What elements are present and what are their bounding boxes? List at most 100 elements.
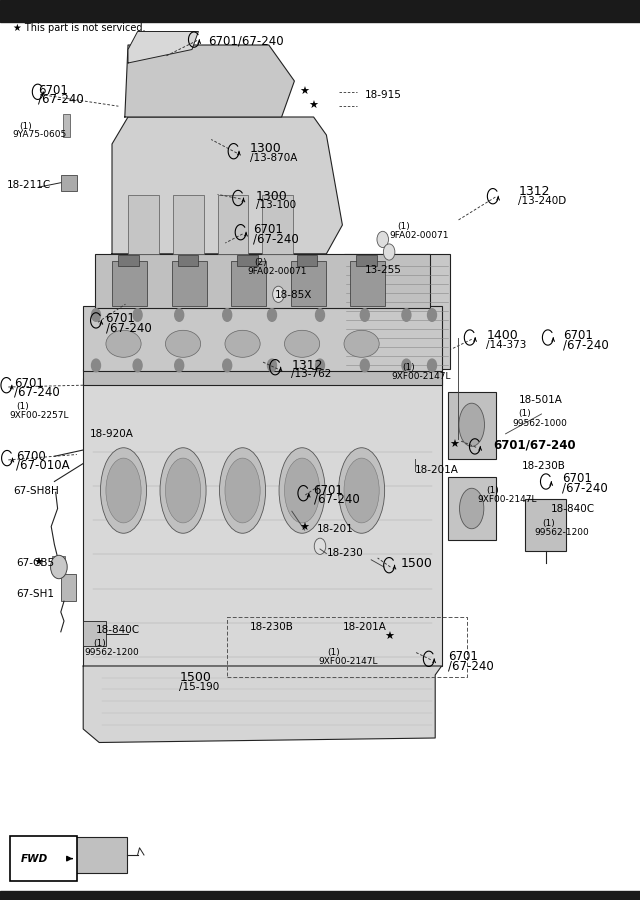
Bar [448, 392, 496, 459]
Bar [61, 175, 77, 191]
Text: /13-762: /13-762 [291, 369, 332, 380]
Circle shape [273, 286, 284, 302]
Text: (2): (2) [255, 258, 268, 267]
Bar [112, 261, 147, 306]
Text: 6701: 6701 [448, 651, 478, 663]
Text: 18-201A: 18-201A [415, 464, 459, 475]
Text: (1): (1) [486, 486, 499, 495]
Text: 6701: 6701 [314, 484, 344, 497]
Ellipse shape [285, 330, 320, 357]
Bar [178, 255, 198, 266]
Text: ★: ★ [33, 558, 44, 569]
Ellipse shape [344, 330, 379, 357]
Bar [344, 254, 450, 369]
Polygon shape [112, 117, 342, 254]
Text: FWD: FWD [21, 853, 49, 864]
Bar [52, 556, 65, 569]
Text: 99562-1000: 99562-1000 [512, 418, 567, 427]
Text: 18-501A: 18-501A [518, 395, 563, 406]
Ellipse shape [225, 458, 260, 523]
Ellipse shape [220, 448, 266, 533]
Ellipse shape [160, 448, 206, 533]
Circle shape [92, 309, 100, 321]
Text: 18-85X: 18-85X [275, 290, 312, 301]
Text: (1): (1) [19, 122, 32, 130]
Text: 1300: 1300 [256, 190, 288, 203]
Text: ★: ★ [300, 523, 310, 534]
Text: 6701: 6701 [562, 472, 592, 485]
Text: (1): (1) [402, 363, 415, 372]
Text: ★: ★ [384, 632, 394, 643]
Text: (1): (1) [518, 410, 531, 418]
Text: 67-CB5: 67-CB5 [16, 557, 54, 568]
Bar [172, 261, 207, 306]
Ellipse shape [285, 458, 320, 523]
Bar [83, 621, 106, 646]
Text: ★ This part is not serviced.: ★ This part is not serviced. [13, 23, 145, 33]
Circle shape [402, 359, 411, 372]
Text: (1): (1) [397, 222, 410, 231]
Circle shape [133, 309, 142, 321]
Circle shape [92, 359, 100, 372]
Bar [0, 891, 640, 900]
Bar [118, 255, 139, 266]
Ellipse shape [225, 330, 260, 357]
Text: 18-840C: 18-840C [96, 625, 140, 635]
Text: 1312: 1312 [518, 185, 550, 198]
Text: /67-240: /67-240 [563, 338, 609, 351]
Text: /67-010A: /67-010A [16, 459, 70, 472]
Circle shape [223, 359, 232, 372]
Text: 18-915: 18-915 [365, 89, 402, 100]
Bar [448, 477, 496, 540]
Text: 18-230: 18-230 [326, 547, 363, 558]
Bar [83, 378, 442, 666]
Circle shape [223, 309, 232, 321]
Text: /67-240: /67-240 [106, 321, 151, 334]
Text: /67-240: /67-240 [562, 482, 607, 494]
Text: 18-920A: 18-920A [90, 428, 134, 439]
Text: 18-230B: 18-230B [522, 461, 566, 472]
Circle shape [314, 538, 326, 554]
Circle shape [268, 309, 276, 321]
Text: 67-SH8H: 67-SH8H [13, 485, 58, 496]
Text: 18-201A: 18-201A [342, 622, 387, 633]
Bar [218, 195, 248, 254]
Circle shape [175, 359, 184, 372]
Text: 67-SH1: 67-SH1 [16, 589, 54, 599]
Text: 18-201: 18-201 [317, 524, 353, 535]
Ellipse shape [100, 448, 147, 533]
Text: 6701: 6701 [563, 329, 593, 342]
Circle shape [51, 555, 67, 579]
Text: ★: ★ [299, 86, 309, 97]
Circle shape [316, 309, 324, 321]
Circle shape [175, 309, 184, 321]
Text: 9XF00-2147L: 9XF00-2147L [477, 495, 537, 504]
Ellipse shape [106, 330, 141, 357]
Circle shape [377, 231, 388, 248]
Text: 6701/67-240: 6701/67-240 [208, 34, 284, 47]
Text: /67-240: /67-240 [448, 660, 493, 672]
Bar [83, 369, 442, 385]
Text: 13-255: 13-255 [365, 265, 402, 275]
Bar [95, 254, 430, 308]
Text: 99562-1200: 99562-1200 [84, 648, 140, 657]
Text: /67-240: /67-240 [14, 386, 60, 399]
Bar [262, 195, 293, 254]
Text: /67-240: /67-240 [38, 93, 84, 105]
Ellipse shape [106, 458, 141, 523]
Bar [237, 255, 258, 266]
Text: /15-190: /15-190 [179, 681, 220, 692]
Circle shape [402, 309, 411, 321]
Text: 99562-1200: 99562-1200 [534, 528, 589, 537]
Polygon shape [83, 666, 442, 742]
Text: /13-870A: /13-870A [250, 152, 297, 163]
Ellipse shape [460, 488, 484, 529]
Text: (1): (1) [543, 519, 556, 528]
Polygon shape [128, 32, 198, 63]
Text: 1500: 1500 [179, 671, 211, 684]
Ellipse shape [339, 448, 385, 533]
Circle shape [316, 359, 324, 372]
Text: 6701: 6701 [253, 223, 283, 236]
Text: 18-211C: 18-211C [6, 180, 51, 191]
Bar [356, 255, 377, 266]
